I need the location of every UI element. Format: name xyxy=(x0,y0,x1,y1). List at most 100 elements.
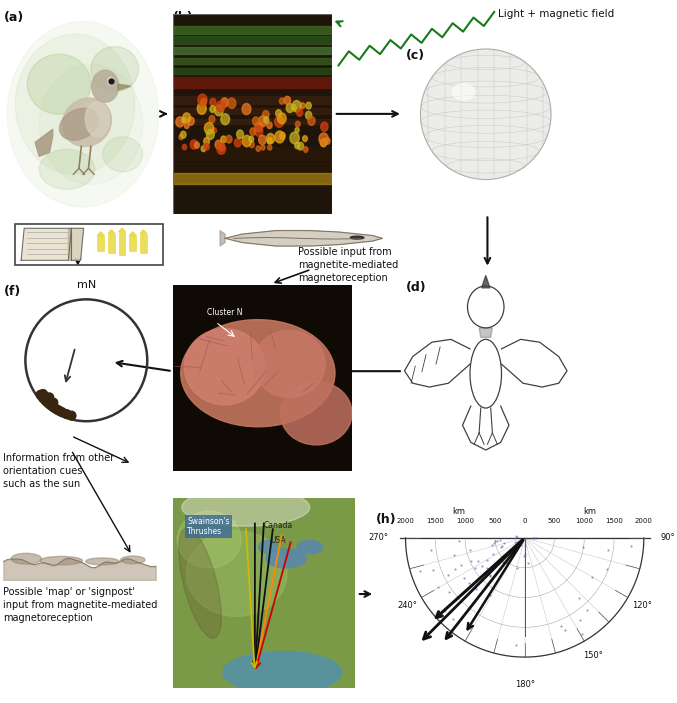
Ellipse shape xyxy=(39,64,143,184)
Text: (f): (f) xyxy=(3,285,20,297)
Text: 90°: 90° xyxy=(661,534,675,543)
Circle shape xyxy=(53,406,62,414)
Ellipse shape xyxy=(11,553,41,564)
Text: Information from other
orientation cues
such as the sun: Information from other orientation cues … xyxy=(3,453,114,489)
Circle shape xyxy=(234,138,241,147)
Circle shape xyxy=(204,138,209,145)
Circle shape xyxy=(275,116,284,127)
Circle shape xyxy=(39,394,48,403)
Polygon shape xyxy=(479,328,492,337)
Circle shape xyxy=(303,136,307,141)
Polygon shape xyxy=(118,84,131,90)
Circle shape xyxy=(420,49,551,179)
Circle shape xyxy=(36,390,45,399)
Ellipse shape xyxy=(266,549,306,568)
Circle shape xyxy=(280,132,285,139)
Text: Possible input from
magnetite-mediated
magnetoreception: Possible input from magnetite-mediated m… xyxy=(298,247,398,283)
Circle shape xyxy=(275,131,284,143)
Polygon shape xyxy=(220,231,225,246)
Polygon shape xyxy=(68,228,72,260)
Circle shape xyxy=(303,147,308,153)
Circle shape xyxy=(197,103,206,115)
Ellipse shape xyxy=(91,70,118,102)
Bar xyxy=(173,153,332,160)
Ellipse shape xyxy=(280,382,352,445)
Bar xyxy=(97,236,104,252)
Circle shape xyxy=(213,128,217,133)
Circle shape xyxy=(321,122,328,131)
Ellipse shape xyxy=(259,541,277,554)
Text: 180°: 180° xyxy=(515,680,535,689)
Bar xyxy=(173,148,332,155)
Text: 0: 0 xyxy=(523,518,527,524)
Ellipse shape xyxy=(103,137,143,172)
Bar xyxy=(140,233,147,253)
Circle shape xyxy=(45,393,53,401)
Bar xyxy=(173,96,332,104)
Circle shape xyxy=(221,136,226,143)
Ellipse shape xyxy=(16,34,135,174)
Ellipse shape xyxy=(181,320,335,427)
Polygon shape xyxy=(140,230,147,233)
Text: (a): (a) xyxy=(3,11,24,23)
Circle shape xyxy=(184,122,189,129)
Circle shape xyxy=(176,117,184,127)
Ellipse shape xyxy=(121,556,145,564)
Circle shape xyxy=(295,121,300,127)
Text: 1000: 1000 xyxy=(456,518,474,524)
Circle shape xyxy=(267,134,275,143)
Text: Swainson's
Thrushes: Swainson's Thrushes xyxy=(188,517,230,536)
Circle shape xyxy=(221,114,230,124)
Text: Cluster N: Cluster N xyxy=(206,307,242,316)
Circle shape xyxy=(38,393,47,401)
Text: 1000: 1000 xyxy=(575,518,593,524)
Circle shape xyxy=(217,143,225,155)
Bar xyxy=(118,232,125,255)
Circle shape xyxy=(305,111,311,119)
Circle shape xyxy=(237,130,244,138)
Text: (c): (c) xyxy=(406,49,425,62)
Circle shape xyxy=(256,146,261,151)
Ellipse shape xyxy=(452,84,475,100)
Polygon shape xyxy=(481,276,490,288)
Circle shape xyxy=(55,406,64,415)
Circle shape xyxy=(215,105,223,116)
Bar xyxy=(173,68,332,75)
Bar xyxy=(173,77,332,88)
Ellipse shape xyxy=(223,652,342,693)
Circle shape xyxy=(267,145,272,150)
Ellipse shape xyxy=(86,558,119,565)
Polygon shape xyxy=(404,340,470,387)
Circle shape xyxy=(292,105,297,110)
Circle shape xyxy=(250,142,255,148)
Circle shape xyxy=(250,128,256,135)
Text: (e): (e) xyxy=(173,285,193,297)
Bar xyxy=(173,120,332,124)
Polygon shape xyxy=(118,228,125,232)
Text: 120°: 120° xyxy=(632,601,652,610)
Bar xyxy=(173,58,332,64)
Bar xyxy=(129,236,136,252)
Circle shape xyxy=(259,116,267,127)
Circle shape xyxy=(210,105,215,112)
Bar xyxy=(108,233,115,253)
Circle shape xyxy=(62,410,71,418)
Text: 2000: 2000 xyxy=(635,518,653,524)
Ellipse shape xyxy=(297,541,322,554)
Ellipse shape xyxy=(253,330,325,397)
Polygon shape xyxy=(108,230,115,233)
Circle shape xyxy=(319,133,328,145)
Text: Light + magnetic field: Light + magnetic field xyxy=(498,9,614,19)
Circle shape xyxy=(49,403,58,411)
Bar xyxy=(173,108,332,115)
Circle shape xyxy=(227,98,236,108)
Circle shape xyxy=(210,98,216,106)
Text: (h): (h) xyxy=(376,513,396,526)
Polygon shape xyxy=(35,129,53,156)
Ellipse shape xyxy=(27,54,91,114)
Polygon shape xyxy=(225,231,383,246)
Circle shape xyxy=(45,400,54,408)
Ellipse shape xyxy=(60,108,98,140)
Text: 240°: 240° xyxy=(397,601,417,610)
Text: km: km xyxy=(584,508,596,516)
